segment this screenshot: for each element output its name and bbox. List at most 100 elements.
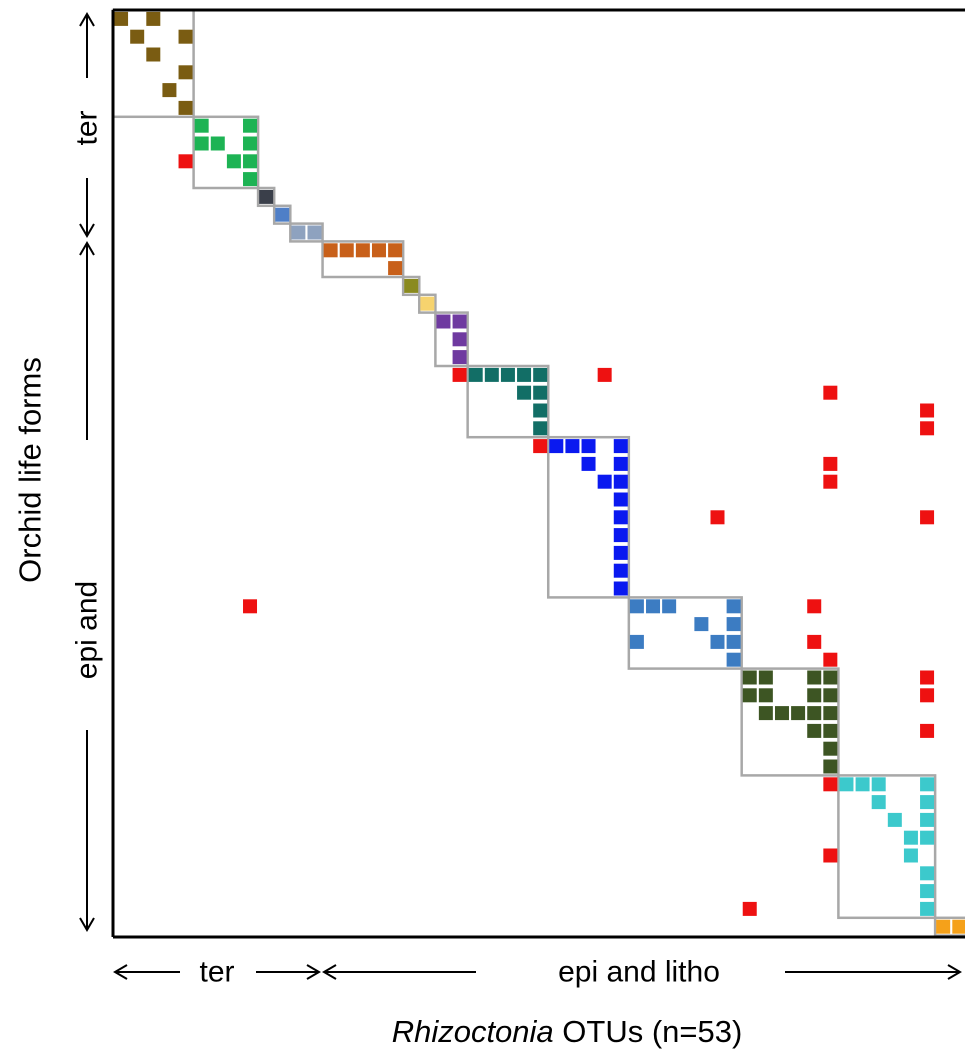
module-cell: [855, 777, 870, 792]
module-cell: [307, 225, 322, 240]
x-axis-title-italic: Rhizoctonia: [392, 1014, 554, 1049]
out-of-module-cell: [823, 385, 838, 400]
module-cell: [581, 439, 596, 454]
module-cell: [452, 314, 467, 329]
module-cell: [920, 901, 935, 916]
module-cell: [613, 563, 628, 578]
module-cell: [243, 172, 258, 187]
module-box-14: [837, 774, 937, 920]
module-cell: [226, 154, 241, 169]
x-ter-arrow-right-head: [306, 964, 321, 980]
x-axis-group-arrows: [113, 964, 962, 980]
module-boxes: [111, 8, 965, 937]
module-cell: [871, 777, 886, 792]
module-cell: [533, 421, 548, 436]
module-cell: [629, 599, 644, 614]
module-box-4: [272, 204, 292, 225]
y-epi-arrow-bottom-head: [79, 917, 95, 932]
module-cell: [484, 367, 499, 382]
module-cell: [710, 634, 725, 649]
module-cell: [920, 884, 935, 899]
module-cell: [613, 439, 628, 454]
module-box-13: [740, 667, 840, 777]
module-cell: [581, 456, 596, 471]
module-cell: [758, 706, 773, 721]
module-cell: [436, 314, 451, 329]
module-cell: [355, 243, 370, 258]
module-cell: [420, 296, 435, 311]
module-cell: [146, 47, 161, 62]
module-cell: [742, 688, 757, 703]
out-of-module-cell: [807, 634, 822, 649]
module-box-8: [418, 293, 437, 314]
module-cell: [162, 83, 177, 98]
module-cell: [774, 706, 789, 721]
out-of-module-cell: [920, 510, 935, 525]
module-box-2: [192, 115, 260, 190]
module-cell: [533, 403, 548, 418]
module-cell: [275, 207, 290, 222]
module-cell: [114, 11, 129, 26]
module-cell: [726, 617, 741, 632]
module-cell: [339, 243, 354, 258]
module-cell: [839, 777, 854, 792]
module-cell: [517, 367, 532, 382]
module-cell: [903, 830, 918, 845]
module-cell: [823, 688, 838, 703]
out-of-module-cell: [920, 670, 935, 685]
out-of-module-cell: [920, 688, 935, 703]
module-cell: [388, 243, 403, 258]
x-group-label-ter: ter: [199, 956, 234, 989]
module-cell: [178, 29, 193, 44]
module-cell: [323, 243, 338, 258]
out-of-module-cell: [920, 723, 935, 738]
module-cell: [920, 812, 935, 827]
module-cell: [452, 350, 467, 365]
out-of-module-cell: [807, 599, 822, 614]
y-epi-arrow-top-head: [79, 241, 95, 256]
module-cell: [178, 65, 193, 80]
module-box-9: [434, 311, 469, 368]
out-of-module-cell: [243, 599, 258, 614]
out-of-module-cell: [823, 652, 838, 667]
module-cell: [613, 528, 628, 543]
module-cell: [629, 634, 644, 649]
out-of-module-cell: [597, 367, 612, 382]
module-cell: [597, 474, 612, 489]
module-cell: [243, 136, 258, 151]
module-cell: [823, 723, 838, 738]
module-cell: [726, 652, 741, 667]
module-cell: [694, 617, 709, 632]
module-cell: [613, 474, 628, 489]
x-epi-arrow-right-head: [947, 964, 962, 980]
module-cell: [903, 848, 918, 863]
module-cell: [388, 261, 403, 276]
module-cell: [533, 367, 548, 382]
x-ter-arrow-left-head: [113, 964, 128, 980]
module-cell: [887, 812, 902, 827]
module-cell: [243, 118, 258, 133]
module-cell: [130, 29, 145, 44]
module-box-10: [466, 364, 550, 439]
module-cell: [291, 225, 306, 240]
module-cell: [823, 670, 838, 685]
module-cell: [613, 545, 628, 560]
x-axis-title-rest: OTUs (n=53): [554, 1014, 743, 1049]
out-of-module-cell: [920, 421, 935, 436]
module-cell: [646, 599, 661, 614]
module-cell: [194, 118, 209, 133]
module-cell: [565, 439, 580, 454]
out-of-module-cell: [920, 403, 935, 418]
x-axis-title: Rhizoctonia OTUs (n=53): [392, 1014, 743, 1049]
module-cell: [259, 189, 274, 204]
module-cell: [549, 439, 564, 454]
out-of-module-cell: [823, 456, 838, 471]
module-box-7: [401, 275, 421, 297]
module-cell: [807, 706, 822, 721]
out-of-module-cell: [823, 777, 838, 792]
out-of-module-cell: [533, 439, 548, 454]
out-of-module-cell: [452, 367, 467, 382]
y-group-label-ter: ter: [71, 110, 104, 145]
module-cell: [517, 385, 532, 400]
